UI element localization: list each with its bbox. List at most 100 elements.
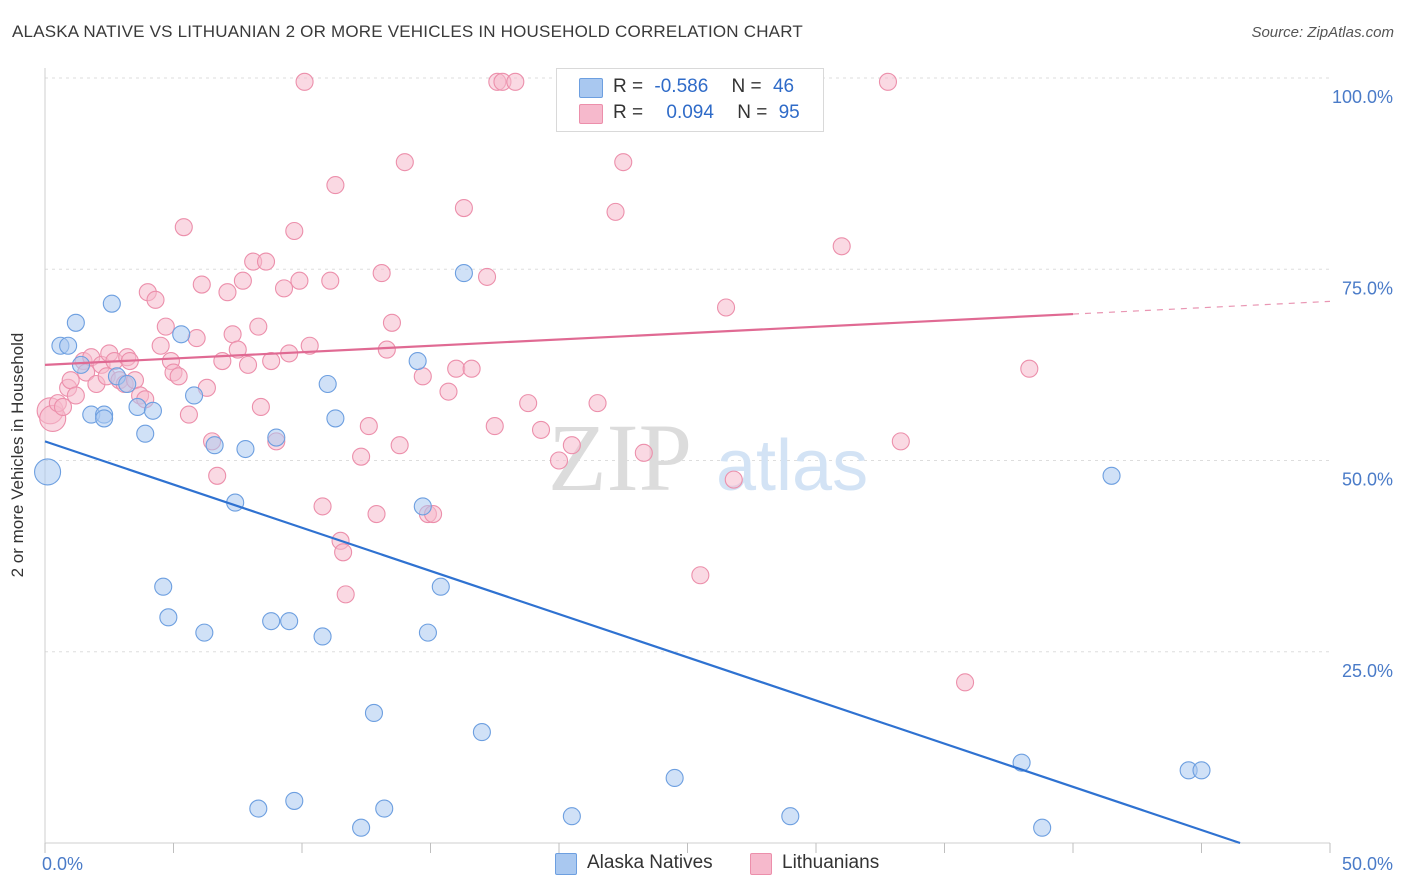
data-point	[280, 612, 299, 631]
data-point	[249, 799, 268, 818]
data-point	[364, 703, 384, 723]
trend-line-alaska-natives	[44, 440, 1241, 845]
data-point	[408, 351, 427, 371]
data-point	[159, 608, 178, 627]
data-point	[375, 799, 394, 818]
series-swatch-pink	[750, 853, 772, 875]
data-point	[169, 367, 188, 386]
data-point	[588, 394, 607, 413]
data-point	[562, 807, 581, 826]
data-point	[174, 218, 193, 237]
trend-line-lithuanians	[44, 312, 1074, 366]
legend-n-label: N =	[737, 102, 768, 123]
data-point	[1102, 466, 1121, 485]
data-point	[326, 176, 345, 195]
data-point	[228, 340, 247, 359]
data-point	[256, 252, 276, 271]
data-point	[472, 723, 491, 742]
data-point	[454, 199, 473, 218]
data-point	[418, 623, 437, 642]
data-point	[891, 432, 910, 451]
data-point	[208, 466, 227, 485]
data-point	[295, 72, 314, 91]
y-tick-label: 50.0%	[1342, 470, 1393, 490]
data-point	[439, 382, 458, 401]
series-label-lithuanian: Lithuanians	[782, 852, 880, 873]
data-point	[102, 294, 121, 313]
data-point	[326, 409, 345, 428]
data-point	[179, 405, 198, 424]
data-point	[1020, 359, 1039, 378]
data-point	[233, 271, 252, 290]
data-point	[249, 317, 268, 336]
data-point	[285, 791, 304, 810]
chart-title: ALASKA NATIVE VS LITHUANIAN 2 OR MORE VE…	[12, 22, 803, 41]
data-point	[334, 543, 353, 562]
trend-lines	[44, 300, 1331, 845]
data-point	[238, 355, 258, 374]
legend-swatch-blue	[579, 78, 603, 98]
data-point	[118, 374, 137, 394]
data-point	[724, 470, 743, 489]
series-legend: Alaska Natives Lithuanians	[0, 850, 1406, 880]
data-point	[195, 623, 214, 642]
data-point	[454, 264, 473, 283]
legend-n-value: 46	[772, 76, 795, 97]
data-point	[634, 443, 653, 462]
data-point	[236, 439, 255, 459]
legend-r-label: R =	[613, 76, 644, 97]
y-tick-label: 25.0%	[1342, 661, 1393, 681]
data-point	[956, 673, 975, 692]
data-point	[192, 275, 211, 294]
correlation-legend: R = -0.586 N = 46 R = 0.094 N = 95	[556, 68, 824, 132]
data-point	[71, 355, 91, 374]
data-point	[531, 420, 551, 439]
data-point	[313, 497, 332, 516]
data-point	[262, 351, 281, 371]
legend-n-label: N =	[731, 76, 762, 97]
data-point	[66, 386, 85, 405]
data-point	[205, 436, 224, 455]
data-point	[154, 577, 173, 596]
data-point	[413, 497, 432, 516]
data-point	[447, 359, 466, 378]
data-point	[274, 279, 294, 298]
data-point	[352, 818, 371, 837]
data-point	[143, 401, 162, 420]
data-point	[781, 807, 800, 826]
data-point	[1012, 753, 1031, 772]
data-point	[1033, 818, 1052, 837]
axis-layer	[44, 68, 1331, 853]
data-point	[185, 386, 204, 405]
watermark: ZIP atlas	[548, 404, 868, 511]
data-point	[395, 153, 414, 172]
data-point	[359, 417, 378, 436]
legend-r-value: 0.094	[666, 102, 714, 123]
data-point	[549, 451, 569, 470]
data-point	[262, 612, 281, 631]
data-point	[377, 340, 396, 359]
x-tick-label: 50.0%	[1342, 854, 1393, 874]
trend-line-lithuanians-extension	[1072, 300, 1331, 315]
data-point	[519, 394, 538, 413]
data-point	[431, 577, 450, 596]
data-point	[290, 271, 309, 290]
data-point	[151, 336, 170, 355]
data-point	[413, 367, 432, 386]
data-point	[156, 317, 175, 336]
source-label: Source: ZipAtlas.com	[1251, 24, 1394, 41]
data-point	[606, 202, 625, 221]
data-point	[336, 585, 355, 604]
data-point	[146, 290, 165, 309]
grid-layer	[45, 77, 1330, 653]
watermark-atlas: atlas	[716, 426, 868, 506]
data-point	[267, 428, 286, 447]
data-point	[878, 72, 898, 91]
data-point	[34, 458, 62, 486]
data-point	[66, 313, 85, 332]
data-point	[691, 566, 710, 585]
y-tick-label: 100.0%	[1332, 87, 1393, 107]
data-point	[485, 417, 504, 436]
data-point	[462, 359, 481, 378]
